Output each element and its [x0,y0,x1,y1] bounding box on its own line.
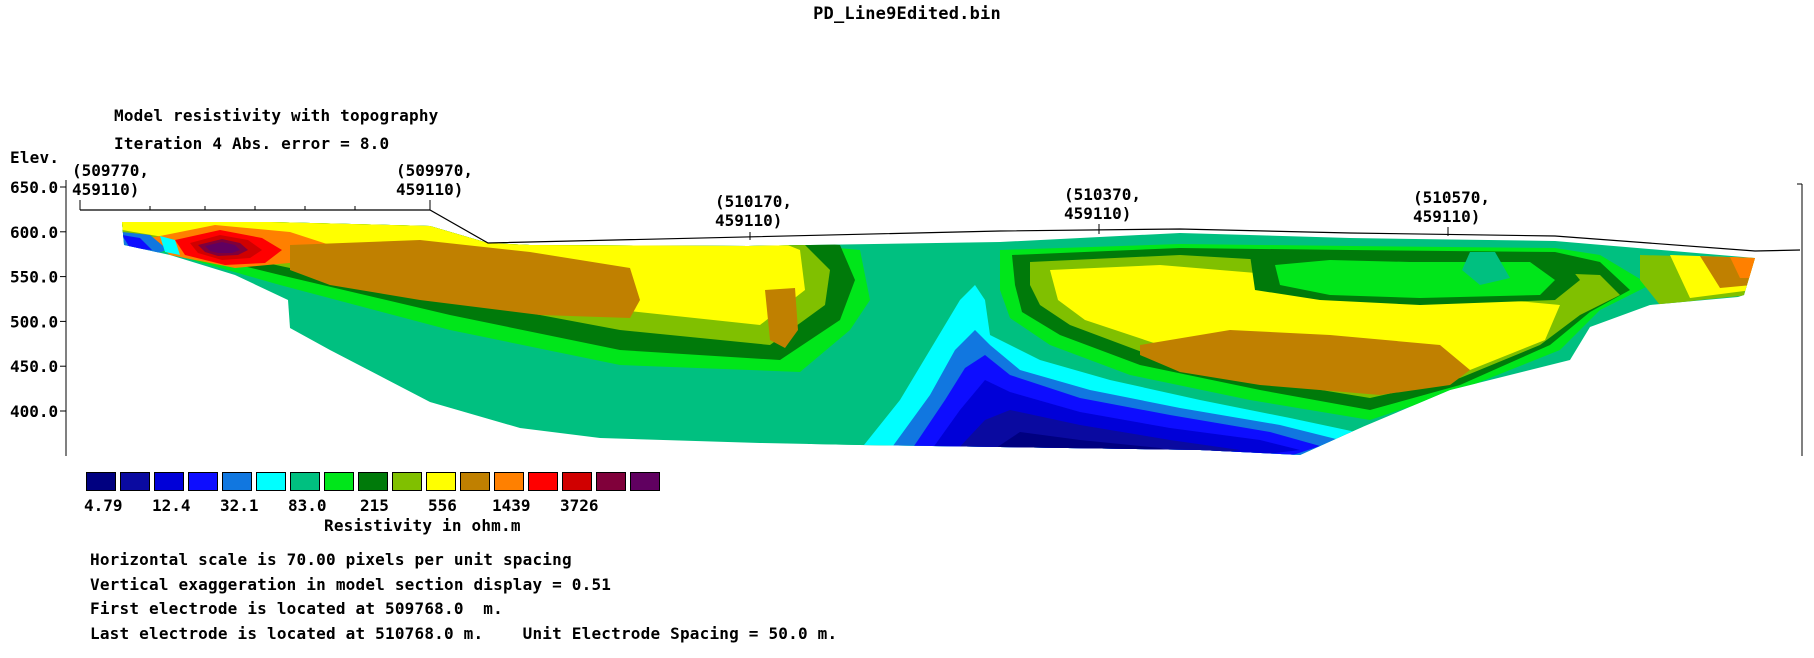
colorbar-label: 1439 [492,496,531,515]
colorbar-swatch [562,472,592,491]
x-coordinate-northing: 459110) [396,180,463,199]
colorbar-swatch [324,472,354,491]
colorbar-swatch [426,472,456,491]
x-coordinate-easting: (510170, [715,192,792,211]
x-coordinate-northing: 459110) [1064,204,1131,223]
colorbar-unit-label: Resistivity in ohm.m [324,516,521,535]
colorbar-swatch [222,472,252,491]
y-tick-label: 650.0 [10,178,58,197]
x-coordinate-northing: 459110) [1413,207,1480,226]
y-tick-label: 450.0 [10,357,58,376]
x-coordinate-northing: 459110) [715,211,782,230]
colorbar-swatch [630,472,660,491]
last-electrode-note: Last electrode is located at 510768.0 m.… [90,624,838,643]
colorbar-swatch [154,472,184,491]
colorbar-swatch [392,472,422,491]
colorbar-swatch [256,472,286,491]
colorbar-label: 32.1 [220,496,259,515]
resistivity-section [122,222,1755,455]
colorbar-label: 556 [428,496,457,515]
y-axis-label: Elev. [10,148,60,167]
colorbar-label: 3726 [560,496,599,515]
y-tick-label: 550.0 [10,268,58,287]
y-tick-label: 600.0 [10,223,58,242]
x-coordinate-easting: (509970, [396,161,473,180]
colorbar-label: 12.4 [152,496,191,515]
x-coordinate-easting: (510370, [1064,185,1141,204]
colorbar-swatch [460,472,490,491]
colorbar-label: 83.0 [288,496,327,515]
y-tick-label: 500.0 [10,312,58,331]
iteration-info: Iteration 4 Abs. error = 8.0 [114,134,390,153]
colorbar-swatch [358,472,388,491]
x-coordinate-northing: 459110) [72,180,139,199]
topography-line [80,209,1801,252]
section-title: Model resistivity with topography [114,106,439,125]
colorbar-swatch [290,472,320,491]
file-title: PD_Line9Edited.bin [813,4,1001,24]
colorbar-label: 215 [360,496,389,515]
x-coordinate-easting: (510570, [1413,188,1490,207]
colorbar-swatch [494,472,524,491]
colorbar-swatch [120,472,150,491]
colorbar-swatch [528,472,558,491]
colorbar-swatch [596,472,626,491]
colorbar-swatch [86,472,116,491]
colorbar-label: 4.79 [84,496,123,515]
vertical-exaggeration-note: Vertical exaggeration in model section d… [90,575,612,594]
first-electrode-note: First electrode is located at 509768.0 m… [90,599,503,618]
y-tick-label: 400.0 [10,402,58,421]
colorbar-swatch [188,472,218,491]
x-coordinate-easting: (509770, [72,161,149,180]
horizontal-scale-note: Horizontal scale is 70.00 pixels per uni… [90,550,572,569]
